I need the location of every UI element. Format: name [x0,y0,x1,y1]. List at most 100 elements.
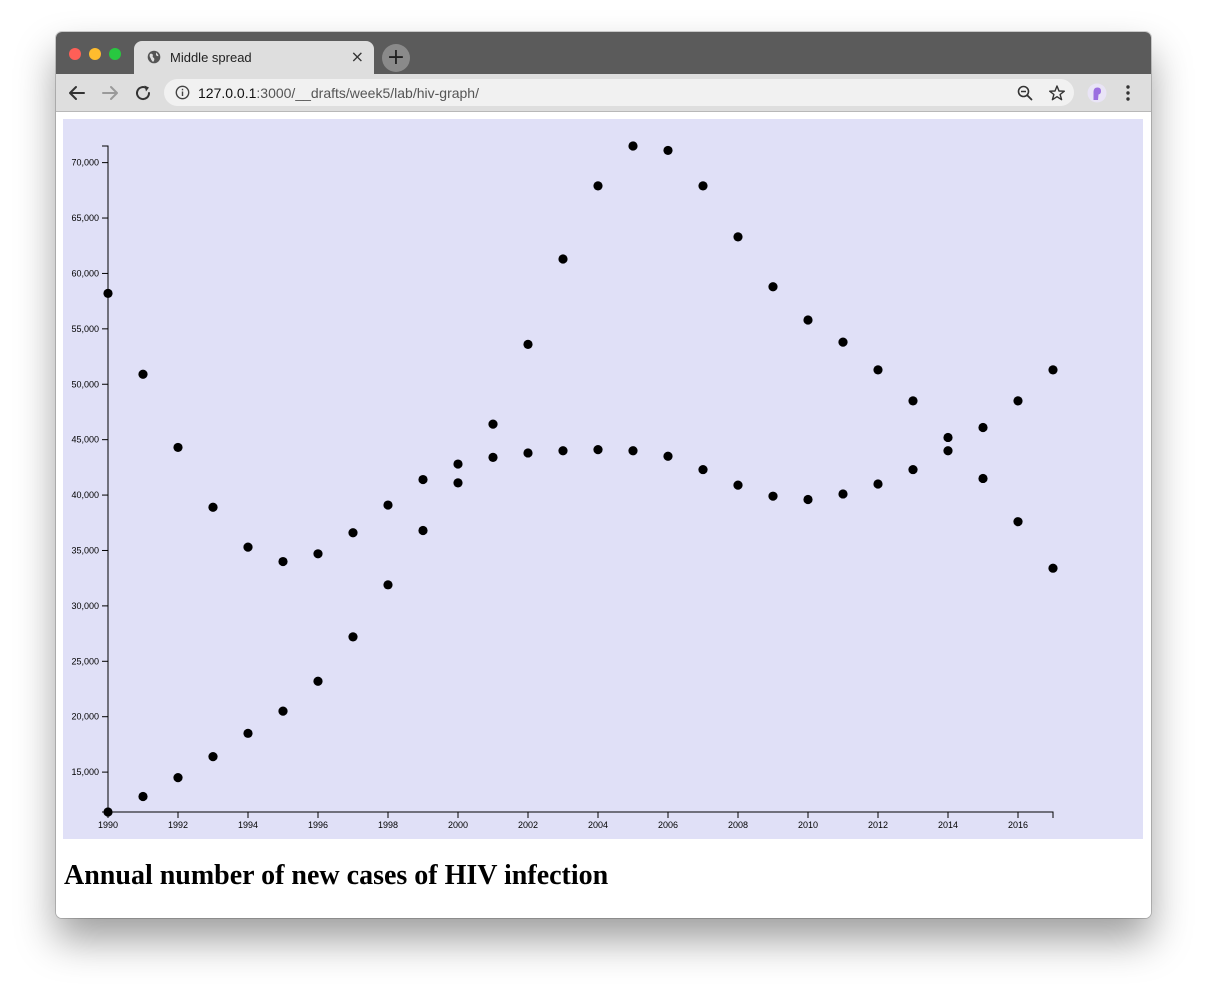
data-point [523,448,533,458]
data-point [593,445,603,455]
data-point [838,337,848,347]
data-point [103,288,113,298]
data-point [243,728,253,738]
data-point [208,751,218,762]
y-tick-label: 30,000 [71,601,99,611]
data-point [138,369,148,379]
data-point [1013,396,1023,406]
data-point [348,632,358,642]
data-point [628,446,638,456]
y-tick-label: 55,000 [71,324,99,334]
x-tick-label: 2010 [798,820,818,830]
y-tick-label: 50,000 [71,379,99,389]
url-path: :3000/__drafts/week5/lab/hiv-graph/ [256,85,479,101]
x-tick-label: 1998 [378,820,398,830]
data-point [313,676,323,686]
zoom-out-icon[interactable] [1016,84,1034,102]
data-point [278,556,288,567]
y-tick-label: 70,000 [71,158,99,168]
x-tick-label: 2008 [728,820,748,830]
data-point [803,494,813,505]
x-tick-label: 2006 [658,820,678,830]
data-point [383,500,393,510]
address-bar[interactable]: 127.0.0.1:3000/__drafts/week5/lab/hiv-gr… [164,79,1074,106]
data-point [488,452,498,462]
data-point [208,502,218,512]
data-point [453,478,463,488]
y-tick-label: 15,000 [71,767,99,777]
reload-icon[interactable] [132,82,154,104]
y-tick-label: 20,000 [71,712,99,722]
data-point [663,145,673,156]
data-point [138,791,148,802]
x-tick-label: 1990 [98,820,118,830]
x-tick-label: 1996 [308,820,328,830]
forward-arrow-icon[interactable] [99,82,121,104]
data-point [313,549,323,559]
data-point [1048,563,1058,573]
minimize-window-button[interactable] [89,48,101,60]
data-point [838,489,848,499]
x-tick-label: 2014 [938,820,958,830]
url-host: 127.0.0.1 [198,85,257,101]
data-point [1013,517,1023,527]
data-point [173,442,183,453]
data-point [558,446,568,456]
x-tick-label: 1992 [168,820,188,830]
y-tick-label: 25,000 [71,656,99,666]
menu-dots-icon[interactable] [1120,84,1136,102]
maximize-window-button[interactable] [109,48,121,60]
data-point [593,181,603,191]
x-tick-label: 2004 [588,820,608,830]
data-point [768,282,778,292]
x-tick-label: 1994 [238,820,258,830]
data-point [523,339,533,349]
back-arrow-icon[interactable] [66,82,88,104]
data-point [418,474,428,485]
page-content: 15,000 20,000 25,000 30,000 35,000 40,000 45,0… [56,112,1151,918]
data-point [278,706,288,716]
title-bar: Middle spread × + [56,32,1151,74]
x-tick-label: 2016 [1008,820,1028,830]
data-point [103,807,113,817]
browser-tab[interactable]: Middle spread × [134,41,374,74]
data-point [943,432,953,443]
url-text[interactable]: 127.0.0.1:3000/__drafts/week5/lab/hiv-gr… [198,85,479,101]
star-icon[interactable] [1048,84,1066,102]
close-window-button[interactable] [69,48,81,60]
data-point [1048,365,1058,375]
data-point [173,773,183,783]
data-point [908,464,918,475]
y-axis-line [102,145,109,813]
new-tab-button[interactable]: + [382,44,410,72]
data-point [943,446,953,456]
y-tick-label: 40,000 [71,490,99,500]
data-point [348,528,358,538]
tab-title: Middle spread [170,50,252,65]
data-point [978,422,988,433]
profile-icon[interactable] [1087,83,1107,103]
y-tick-label: 45,000 [71,435,99,445]
globe-icon [147,50,161,64]
x-axis-line [107,811,1054,818]
info-icon[interactable] [175,85,190,100]
y-tick-label: 65,000 [71,213,99,223]
data-point [873,479,883,489]
chart-area: 15,000 20,000 25,000 30,000 35,000 40,000 45,0… [63,119,1143,839]
y-tick-label: 35,000 [71,545,99,555]
data-point [908,396,918,406]
x-tick-label: 2002 [518,820,538,830]
data-point [383,580,393,590]
data-point [488,419,498,429]
data-point [628,141,638,151]
data-point [768,491,778,501]
scatter-chart: 15,000 20,000 25,000 30,000 35,000 40,000 45,0… [71,141,1058,830]
browser-window: Middle spread × + 127.0.0.1:3000/__draft… [56,32,1151,918]
page-heading: Annual number of new cases of HIV infect… [64,860,609,891]
data-point [978,473,988,484]
data-point [873,365,883,375]
data-point [663,451,673,461]
data-point [243,542,253,552]
close-icon[interactable]: × [350,47,364,66]
x-tick-label: 2000 [448,820,468,830]
